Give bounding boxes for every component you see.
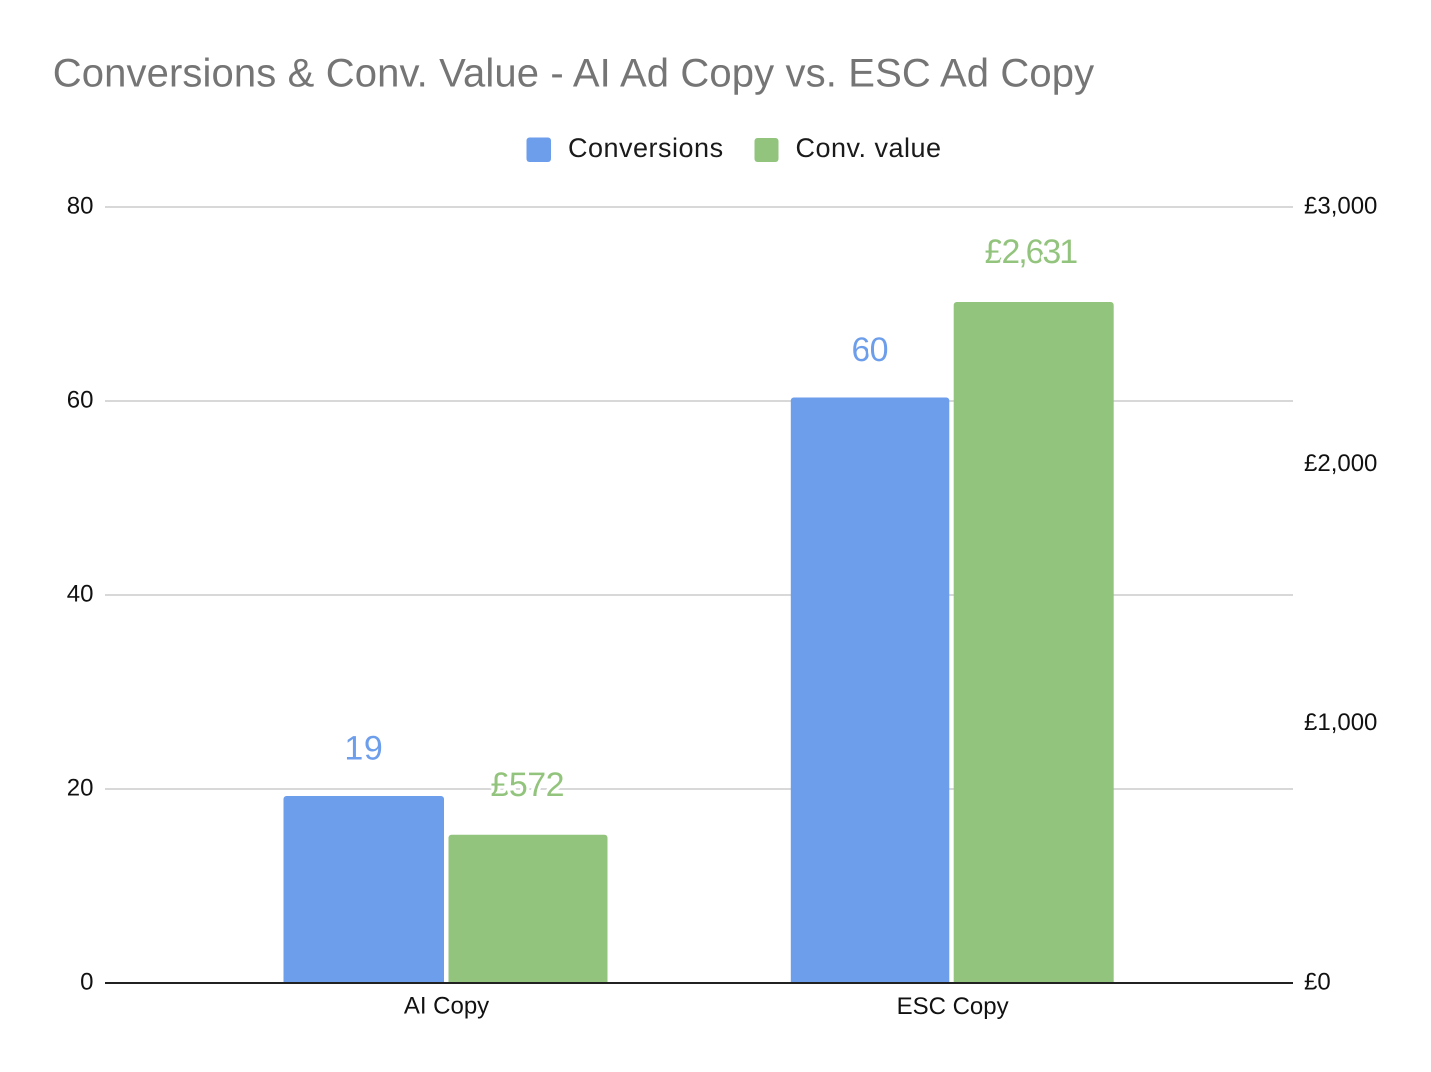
svg-text:AI Copy: AI Copy <box>404 993 489 1020</box>
svg-text:60: 60 <box>67 387 94 414</box>
svg-text:0: 0 <box>80 969 93 996</box>
svg-text:Conversions: Conversions <box>568 133 724 163</box>
svg-text:19: 19 <box>344 730 383 768</box>
svg-text:60: 60 <box>852 331 889 369</box>
svg-text:£3,000: £3,000 <box>1304 193 1377 220</box>
svg-text:ESC Copy: ESC Copy <box>897 993 1009 1020</box>
svg-text:£0: £0 <box>1304 969 1331 996</box>
svg-text:£1,000: £1,000 <box>1304 709 1377 736</box>
svg-text:£572: £572 <box>491 766 565 804</box>
svg-text:80: 80 <box>67 193 94 220</box>
svg-text:Conversions & Conv. Value - AI: Conversions & Conv. Value - AI Ad Copy v… <box>53 51 1095 95</box>
svg-text:Conv. value: Conv. value <box>796 133 942 163</box>
svg-text:40: 40 <box>67 581 94 608</box>
svg-text:20: 20 <box>67 775 94 802</box>
svg-text:£2,631: £2,631 <box>985 233 1079 271</box>
svg-text:£2,000: £2,000 <box>1304 450 1377 477</box>
